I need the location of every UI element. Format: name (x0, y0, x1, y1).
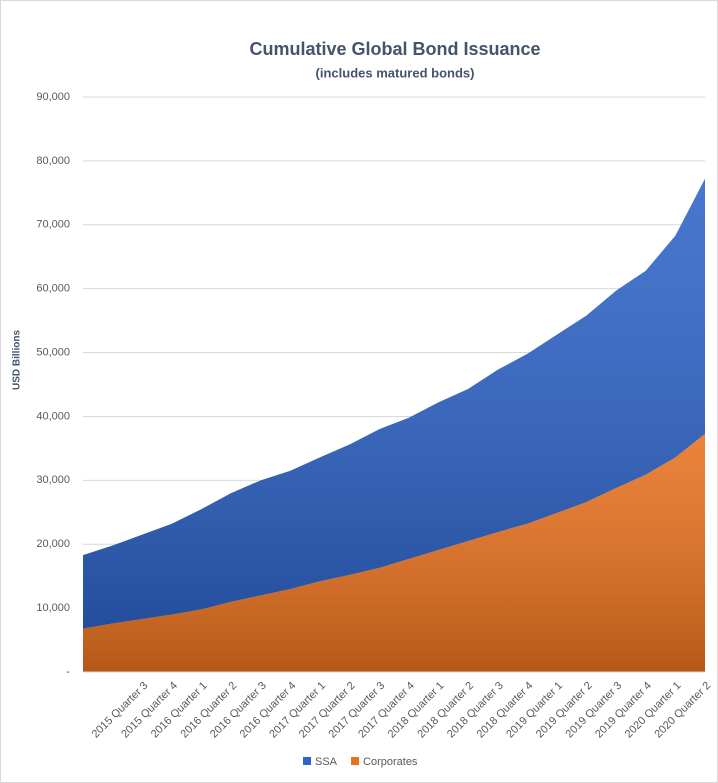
legend-label: Corporates (363, 756, 418, 768)
area-shade (83, 178, 705, 629)
y-tick-label: 60,000 (36, 283, 70, 295)
y-tick-label: 70,000 (36, 219, 70, 231)
y-tick-label: 30,000 (36, 474, 70, 486)
y-tick-label: 90,000 (36, 91, 70, 103)
chart-title: Cumulative Global Bond Issuance (249, 39, 540, 59)
chart-subtitle: (includes matured bonds) (316, 65, 475, 80)
legend-swatch (351, 757, 360, 765)
y-tick-label: 80,000 (36, 155, 70, 167)
y-tick-label: - (66, 666, 70, 678)
y-tick-label: 20,000 (36, 538, 70, 550)
y-tick-label: 40,000 (36, 410, 70, 422)
legend-swatch (303, 757, 311, 765)
y-tick-label: 50,000 (36, 346, 70, 358)
legend-label: SSA (315, 756, 338, 768)
area-shade (83, 433, 705, 672)
y-tick-label: 10,000 (36, 602, 70, 614)
y-axis-label: USD Billions (12, 330, 23, 390)
